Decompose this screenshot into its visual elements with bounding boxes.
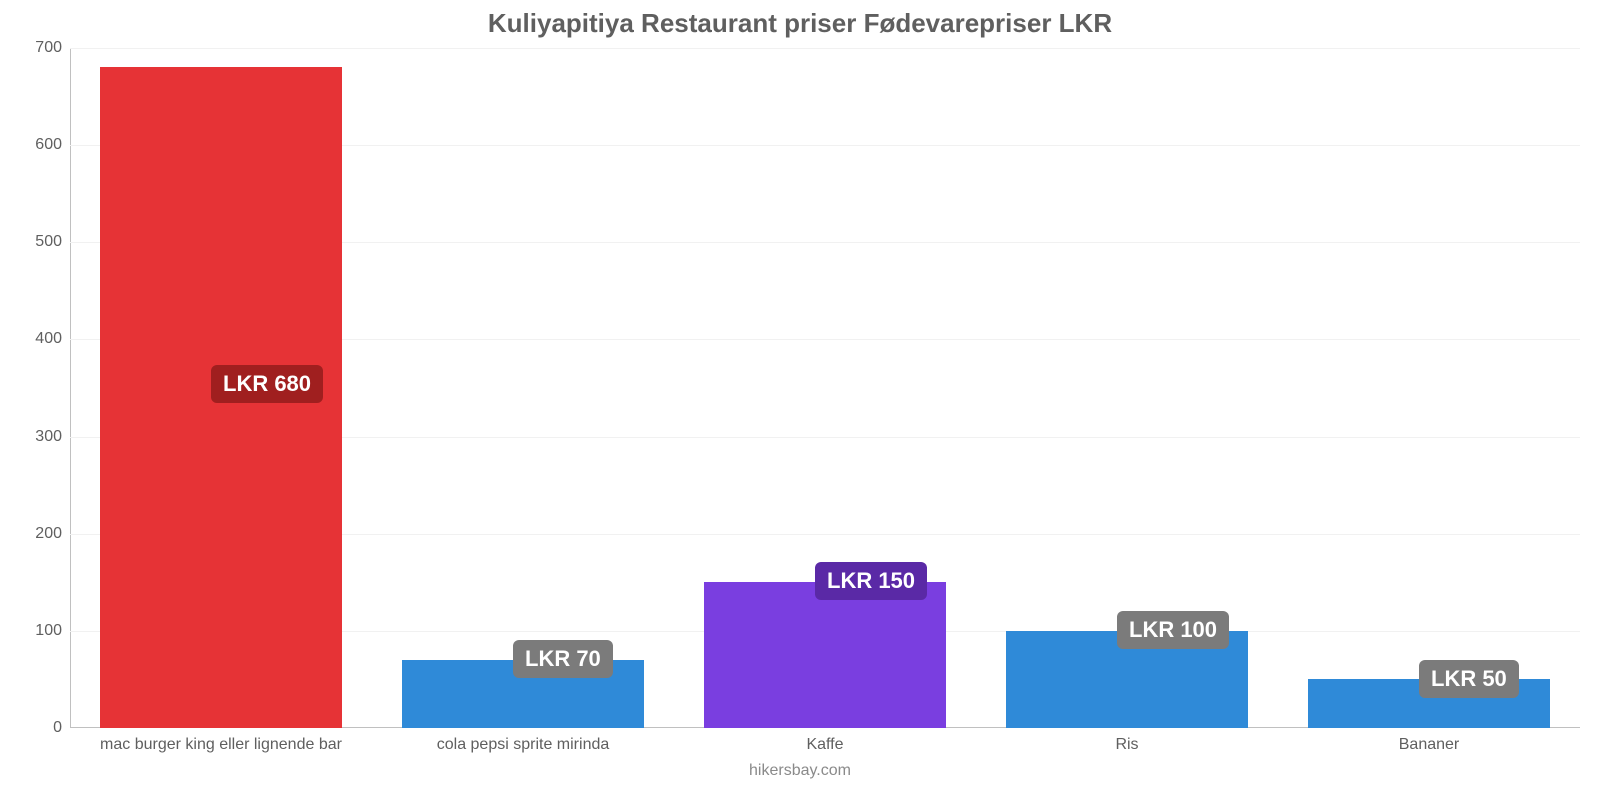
y-tick-label: 300 xyxy=(12,428,62,446)
chart-title: Kuliyapitiya Restaurant priser Fødevarep… xyxy=(0,8,1600,39)
value-label: LKR 100 xyxy=(1117,611,1229,649)
y-tick-label: 400 xyxy=(12,330,62,348)
plot-area: LKR 680 LKR 70 LKR 150 LKR 100 LKR 50 xyxy=(70,48,1580,728)
y-tick-label: 700 xyxy=(12,39,62,57)
x-tick-label: mac burger king eller lignende bar xyxy=(70,736,372,754)
y-tick-label: 600 xyxy=(12,136,62,154)
x-tick-label: Bananer xyxy=(1278,736,1580,754)
y-tick-label: 0 xyxy=(12,719,62,737)
price-bar-chart: Kuliyapitiya Restaurant priser Fødevarep… xyxy=(0,0,1600,800)
value-label: LKR 680 xyxy=(211,365,323,403)
value-label: LKR 70 xyxy=(513,640,613,678)
grid-line xyxy=(70,48,1580,49)
y-tick-label: 100 xyxy=(12,622,62,640)
bar xyxy=(704,582,946,728)
y-tick-label: 500 xyxy=(12,233,62,251)
x-tick-label: cola pepsi sprite mirinda xyxy=(372,736,674,754)
value-label: LKR 50 xyxy=(1419,660,1519,698)
value-label: LKR 150 xyxy=(815,562,927,600)
y-tick-label: 200 xyxy=(12,525,62,543)
x-tick-label: Ris xyxy=(976,736,1278,754)
x-tick-label: Kaffe xyxy=(674,736,976,754)
y-axis-line xyxy=(70,48,71,728)
chart-caption: hikersbay.com xyxy=(0,762,1600,780)
